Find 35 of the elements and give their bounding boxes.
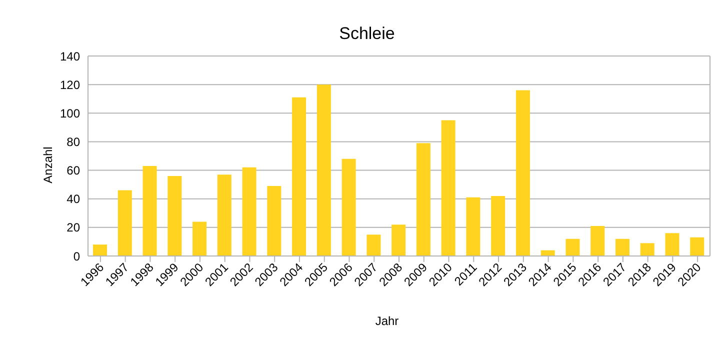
bar [665, 233, 680, 256]
bar [640, 243, 654, 256]
y-tick-label: 140 [60, 49, 80, 64]
y-tick-label: 20 [66, 220, 80, 235]
bar [217, 174, 232, 256]
bar [366, 234, 381, 256]
bar [316, 84, 331, 256]
bar [466, 197, 480, 256]
y-tick-label: 120 [60, 78, 80, 92]
y-tick-label: 100 [60, 106, 80, 120]
bar [491, 196, 506, 256]
bar [267, 186, 282, 256]
y-tick-label: 60 [66, 164, 80, 178]
chart-title: Schleie [338, 24, 396, 44]
y-axis-title: Anzahl [41, 146, 55, 185]
bar [416, 143, 430, 256]
bar [118, 190, 132, 256]
bar [690, 237, 704, 256]
bar [342, 158, 356, 256]
bar [292, 97, 306, 256]
bar [142, 166, 157, 256]
y-tick-label: 40 [66, 192, 80, 206]
bar [566, 238, 580, 256]
bar [392, 224, 406, 256]
bar [615, 238, 630, 256]
bar [441, 120, 456, 256]
bar [242, 167, 256, 256]
y-tick-label: 0 [73, 249, 80, 264]
bar [516, 90, 530, 256]
bar [590, 226, 605, 256]
y-tick-label: 80 [66, 134, 80, 149]
bar [168, 176, 182, 256]
x-axis-title: Jahr [374, 314, 400, 328]
bar [93, 244, 107, 256]
bar [192, 222, 207, 256]
